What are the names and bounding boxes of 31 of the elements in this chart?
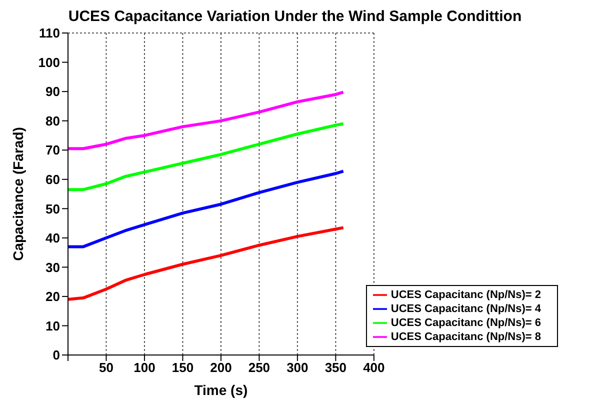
- x-tick-label: 250: [248, 360, 270, 376]
- x-tick-label: 150: [172, 360, 194, 376]
- y-tick-label: 90: [46, 84, 60, 100]
- x-tick-label: 100: [134, 360, 156, 376]
- y-axis-title: Capacitance (Farad): [10, 127, 26, 261]
- x-tick-label: 350: [324, 360, 347, 376]
- y-tick-label: 100: [38, 54, 60, 70]
- line-series: [68, 90, 345, 150]
- legend-label: UCES Capacitanc (Np/Ns)= 2: [390, 288, 541, 301]
- x-tick-label: 300: [286, 360, 308, 376]
- y-tick-label: 110: [39, 26, 60, 41]
- y-tick-label: 30: [46, 260, 60, 275]
- line-series: [68, 122, 345, 192]
- y-tick-label: 10: [46, 318, 60, 334]
- y-tick-label: 0: [52, 348, 60, 363]
- chart-title: UCES Capacitance Variation Under the Wind Sample Condittion: [67, 8, 523, 25]
- legend-label: UCES Capacitanc (Np/Ns)= 8: [390, 330, 541, 343]
- line-series: [68, 226, 345, 301]
- x-tick-label: 200: [210, 360, 232, 376]
- line-series: [68, 170, 345, 248]
- x-tick-label: 400: [363, 360, 385, 376]
- y-tick-label: 70: [46, 142, 60, 158]
- y-tick-label: 40: [46, 230, 60, 246]
- legend-label: UCES Capacitanc (Np/Ns)= 6: [390, 316, 541, 329]
- y-tick-label: 50: [46, 201, 60, 216]
- y-tick-label: 60: [46, 172, 60, 187]
- x-axis-title: Time (s): [194, 382, 248, 398]
- y-tick-label: 80: [46, 113, 60, 128]
- x-tick-label: 50: [99, 360, 114, 376]
- y-tick-label: 20: [46, 289, 60, 304]
- legend-label: UCES Capacitanc (Np/Ns)= 4: [390, 302, 541, 315]
